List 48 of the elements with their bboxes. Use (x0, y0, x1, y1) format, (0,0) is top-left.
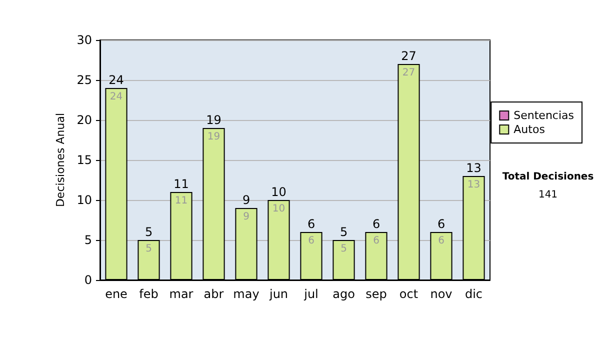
data-label: 6 (438, 236, 444, 246)
legend-label: Autos (514, 123, 546, 136)
y-axis-title: Decisiones Anual (54, 112, 67, 208)
x-tick-label: abr (204, 287, 224, 301)
y-tick-label: 15 (76, 153, 92, 167)
x-tick-label: mar (169, 287, 194, 301)
x-tick-label: ene (105, 287, 128, 301)
data-label: 6 (373, 236, 380, 246)
text: Total Decisiones (502, 172, 594, 182)
x-tick-label: oct (399, 287, 418, 301)
x-tick-label: jul (303, 287, 318, 301)
data-label: 9 (243, 212, 250, 222)
x-tick-label: dic (464, 287, 483, 301)
data-label: 10 (272, 204, 286, 214)
y-tick-label: 25 (76, 73, 92, 87)
total-label: 6 (372, 217, 380, 231)
data-label: 24 (110, 92, 123, 102)
x-tick-label: may (233, 287, 260, 301)
total-label: 24 (108, 73, 124, 87)
total-label: 9 (242, 193, 250, 207)
total-label: 5 (340, 225, 348, 239)
x-tick-label: jun (268, 287, 288, 301)
data-label: 5 (340, 244, 347, 254)
total-label: 11 (174, 177, 189, 191)
y-tick-label: 5 (84, 233, 92, 247)
data-label: 27 (402, 68, 416, 78)
total-label: 13 (466, 161, 482, 175)
data-label: 5 (146, 244, 152, 254)
total-label: 5 (144, 225, 153, 239)
total-label: 10 (271, 185, 286, 199)
y-tick-label: 0 (84, 273, 92, 287)
data-label: 19 (207, 132, 220, 142)
total-label: 6 (437, 217, 446, 231)
total-label: 19 (206, 113, 222, 127)
data-label: 13 (467, 180, 480, 190)
total-label: 27 (401, 49, 416, 63)
data-label: 6 (308, 236, 314, 246)
y-tick-label: 10 (76, 193, 92, 207)
x-tick-label: nov (430, 287, 452, 301)
x-tick-label: sep (366, 287, 387, 301)
legend-label: Sentencias (514, 109, 574, 122)
y-tick-label: 30 (76, 33, 92, 47)
total-label: 6 (307, 217, 316, 231)
y-tick-label: 20 (76, 113, 92, 127)
x-tick-label: feb (139, 287, 158, 301)
x-tick-label: ago (332, 287, 355, 301)
text: 141 (538, 190, 558, 200)
data-label: 11 (174, 196, 188, 206)
